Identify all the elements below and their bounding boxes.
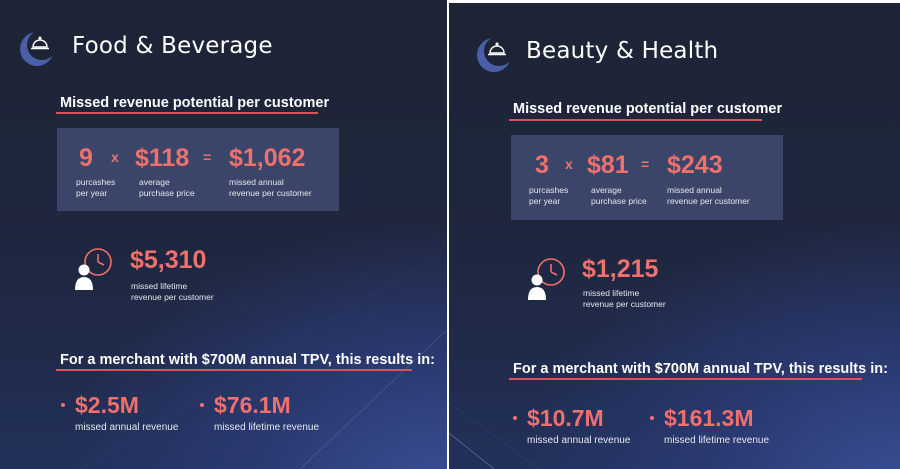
merchant-underline xyxy=(56,369,412,371)
merchant-heading: For a merchant with $700M annual TPV, th… xyxy=(513,361,888,377)
result-lifetime-label: missed lifetime revenue xyxy=(664,435,770,446)
page-title: Beauty & Health xyxy=(526,38,719,64)
calculation-box: 3 purcashes per year x $81 average purch… xyxy=(511,135,783,220)
lifetime-value: $1,215 xyxy=(582,255,659,283)
person-clock-icon xyxy=(528,258,565,300)
purchases-value: 3 xyxy=(535,151,549,179)
decorative-lines xyxy=(449,402,540,469)
lifetime-label: missed lifetime revenue per customer xyxy=(583,288,666,309)
beauty-health-panel: Beauty & Health Missed revenue potential… xyxy=(449,3,900,469)
price-label: average purchase price xyxy=(139,177,195,198)
result-annual-label: missed annual revenue xyxy=(75,422,179,433)
bullet-icon xyxy=(513,416,517,420)
equals-symbol: = xyxy=(203,149,212,165)
page-title: Food & Beverage xyxy=(72,33,273,59)
result-annual-value: $2.5M xyxy=(75,392,139,418)
annual-label: missed annual revenue per customer xyxy=(229,177,312,198)
lifetime-value: $5,310 xyxy=(130,246,207,274)
subheading-underline xyxy=(56,112,318,114)
purchases-value: 9 xyxy=(79,144,93,172)
purchases-label: purcashes per year xyxy=(529,185,569,206)
result-annual-label: missed annual revenue xyxy=(527,435,631,446)
annual-value: $243 xyxy=(667,151,723,179)
result-lifetime-value: $76.1M xyxy=(214,392,291,418)
subheading-underline xyxy=(509,119,762,121)
subheading: Missed revenue potential per customer xyxy=(513,101,783,117)
price-value: $81 xyxy=(587,151,629,179)
price-label: average purchase price xyxy=(591,185,647,206)
annual-label: missed annual revenue per customer xyxy=(667,185,750,206)
bullet-icon xyxy=(200,403,204,407)
bullet-icon xyxy=(61,403,65,407)
food-beverage-panel: Food & Beverage Missed revenue potential… xyxy=(0,0,447,469)
bullet-icon xyxy=(650,416,654,420)
times-symbol: x xyxy=(111,149,119,165)
subheading: Missed revenue potential per customer xyxy=(60,95,330,111)
result-annual-value: $10.7M xyxy=(527,405,604,431)
price-value: $118 xyxy=(135,144,190,172)
cloche-icon xyxy=(20,30,57,66)
result-lifetime-label: missed lifetime revenue xyxy=(214,422,320,433)
merchant-heading: For a merchant with $700M annual TPV, th… xyxy=(60,352,435,368)
purchases-label: purcashes per year xyxy=(76,177,116,198)
person-clock-icon xyxy=(75,248,112,290)
times-symbol: x xyxy=(565,156,573,172)
equals-symbol: = xyxy=(641,156,650,172)
annual-value: $1,062 xyxy=(229,144,306,172)
lifetime-label: missed lifetime revenue per customer xyxy=(131,281,214,302)
merchant-underline xyxy=(509,378,862,380)
result-lifetime-value: $161.3M xyxy=(664,405,754,431)
cloche-icon xyxy=(477,36,514,72)
calculation-box: 9 purcashes per year x $118 average purc… xyxy=(57,128,339,211)
